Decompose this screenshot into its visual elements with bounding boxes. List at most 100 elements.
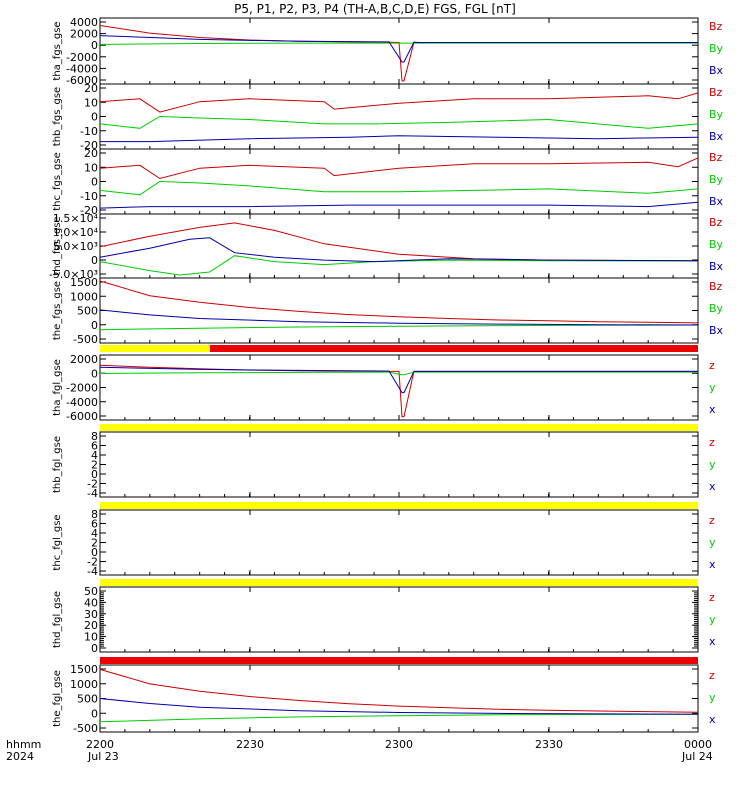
panel-frame	[99, 148, 699, 215]
panel-ylabel: tha_fgl_gse	[52, 359, 63, 416]
y-tick-label: -20	[80, 139, 98, 152]
y-tick-label: 1500	[70, 663, 98, 676]
legend-entry: By	[709, 302, 724, 315]
y-tick-label: 50	[84, 585, 98, 598]
y-tick-label: 8	[91, 430, 98, 443]
legend-entry: y	[709, 691, 716, 704]
status-bar-yellow	[100, 579, 698, 586]
y-tick-label: 0	[91, 254, 98, 267]
series-line-By	[99, 180, 699, 196]
hhmm-label: hhmm	[6, 738, 41, 751]
series-line-Bx	[99, 309, 699, 326]
legend-entry: y	[709, 381, 716, 394]
y-tick-label: 1.5×10⁴	[53, 212, 99, 225]
x-tick-label: 2330	[535, 738, 563, 751]
panel-ylabel: thd_fgs_gse	[52, 216, 63, 275]
panel-ylabel: thb_fgs_gse	[52, 87, 63, 146]
y-tick-label: 2000	[70, 28, 98, 41]
legend-entry: By	[709, 238, 724, 251]
series-line-By	[99, 324, 699, 331]
y-tick-label: 2	[91, 459, 98, 472]
y-tick-label: 6	[91, 518, 98, 531]
legend-entry: y	[709, 458, 716, 471]
series-line-Bz	[99, 280, 699, 324]
legend-entry: Bx	[709, 64, 724, 77]
y-tick-label: -500	[73, 333, 98, 346]
y-tick-label: 0	[91, 39, 98, 52]
y-tick-label: 0	[91, 367, 98, 380]
legend-entry: y	[709, 613, 716, 626]
legend-entry: Bz	[709, 216, 723, 229]
series-line-Bz	[99, 222, 699, 262]
panel-frame	[99, 277, 699, 344]
y-tick-label: 0	[91, 319, 98, 332]
panel-ylabel: thc_fgs_gse	[52, 152, 63, 211]
legend-entry: By	[709, 108, 724, 121]
legend-entry: z	[709, 359, 715, 372]
panel-ylabel: thd_fgl_gse	[52, 591, 63, 648]
panel-ylabel: thc_fgl_gse	[52, 514, 63, 570]
x-tick-label: 2230	[236, 738, 264, 751]
y-tick-label: 4	[91, 527, 98, 540]
legend-entry: x	[709, 403, 716, 416]
y-tick-label: 4000	[70, 16, 98, 29]
y-tick-label: -500	[73, 722, 98, 735]
panel-ylabel: tha_fgs_gse	[52, 21, 63, 80]
panel-frame	[99, 213, 699, 279]
y-tick-label: 500	[77, 693, 98, 706]
series-line-By	[99, 115, 699, 129]
y-tick-label: 0	[91, 176, 98, 189]
y-tick-label: 6	[91, 440, 98, 453]
status-bar-red	[100, 657, 698, 664]
panel-ylabel: the_fgl_gse	[52, 670, 63, 727]
y-tick-label: -4000	[66, 396, 98, 409]
y-tick-label: 40	[84, 596, 98, 609]
series-line-By	[99, 42, 698, 45]
legend-entry: Bx	[709, 324, 724, 337]
series-line-x	[99, 366, 698, 394]
x-date-label: Jul 23	[87, 750, 119, 763]
status-bar-yellow	[100, 502, 698, 509]
panel-frame	[99, 509, 699, 576]
series-line-Bz	[99, 157, 699, 180]
y-tick-label: 2	[91, 537, 98, 550]
series-line-Bz	[99, 92, 699, 113]
y-tick-label: 8	[91, 508, 98, 521]
legend-entry: Bz	[709, 86, 723, 99]
legend-entry: Bz	[709, 20, 723, 33]
x-tick-label: 2200	[86, 738, 114, 751]
series-line-By	[99, 255, 699, 276]
x-tick-label: 2300	[385, 738, 413, 751]
panel-frame	[99, 17, 699, 85]
panel-frame	[99, 664, 699, 733]
y-tick-label: -2000	[66, 51, 98, 64]
status-bar-red	[210, 345, 698, 352]
x-date-label: Jul 24	[681, 750, 713, 763]
series-line-Bx	[99, 237, 699, 263]
legend-entry: Bx	[709, 195, 724, 208]
y-tick-label: 0	[91, 111, 98, 124]
y-tick-label: 0	[91, 468, 98, 481]
y-tick-label: 10	[84, 631, 98, 644]
y-tick-label: -4000	[66, 62, 98, 75]
y-tick-label: -4	[87, 487, 98, 500]
panel-frame	[99, 431, 699, 498]
y-tick-label: 10	[84, 161, 98, 174]
x-tick-label: 0000	[684, 738, 712, 751]
legend-entry: x	[709, 635, 716, 648]
y-tick-label: 1500	[70, 276, 98, 289]
y-tick-label: 0	[91, 546, 98, 559]
y-tick-label: 5.0×10³	[53, 240, 98, 253]
series-line-x	[99, 698, 699, 715]
legend-entry: Bx	[709, 260, 724, 273]
y-tick-label: 1.0×10⁴	[53, 226, 99, 239]
legend-entry: Bz	[709, 280, 723, 293]
y-tick-label: -2	[87, 556, 98, 569]
legend-entry: x	[709, 480, 716, 493]
legend-entry: z	[709, 669, 715, 682]
y-tick-label: -20	[80, 204, 98, 217]
legend-entry: By	[709, 42, 724, 55]
legend-entry: z	[709, 436, 715, 449]
panel-ylabel: the_fgs_gse	[52, 281, 63, 340]
series-line-Bx	[99, 201, 699, 209]
